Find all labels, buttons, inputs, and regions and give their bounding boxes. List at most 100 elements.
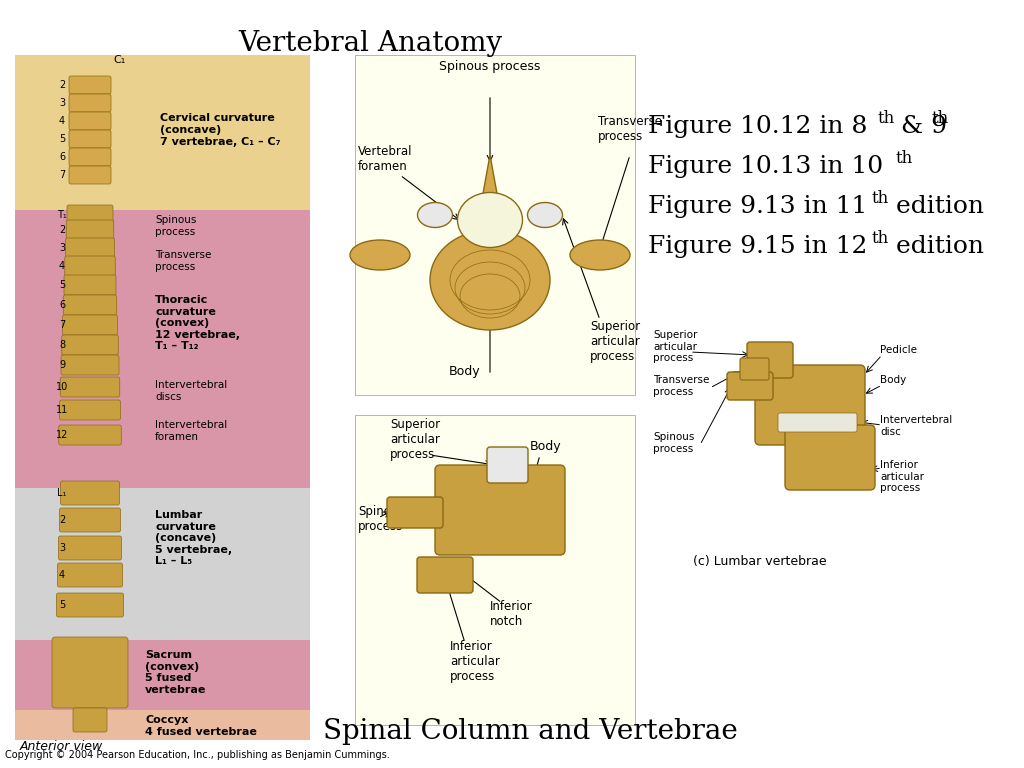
Text: Figure 10.12 in 8: Figure 10.12 in 8 xyxy=(648,115,867,138)
Text: Lumbar
curvature
(concave)
5 vertebrae,
L₁ – L₅: Lumbar curvature (concave) 5 vertebrae, … xyxy=(155,510,232,567)
Text: 5: 5 xyxy=(58,280,66,290)
Text: (c) Lumbar vertebrae: (c) Lumbar vertebrae xyxy=(693,555,826,568)
Text: L₁: L₁ xyxy=(57,488,67,498)
FancyBboxPatch shape xyxy=(67,205,113,225)
Ellipse shape xyxy=(527,203,562,227)
Polygon shape xyxy=(480,155,500,210)
Text: 2: 2 xyxy=(58,80,66,90)
Text: th: th xyxy=(878,110,895,127)
Ellipse shape xyxy=(435,560,465,580)
FancyBboxPatch shape xyxy=(69,76,111,94)
FancyBboxPatch shape xyxy=(417,557,473,593)
Ellipse shape xyxy=(418,203,453,227)
Text: 4: 4 xyxy=(59,261,66,271)
Text: Thoracic
curvature
(convex)
12 vertebrae,
T₁ – T₁₂: Thoracic curvature (convex) 12 vertebrae… xyxy=(155,295,240,352)
FancyBboxPatch shape xyxy=(52,637,128,708)
Text: Body: Body xyxy=(880,375,906,385)
FancyBboxPatch shape xyxy=(62,315,118,335)
Text: 7: 7 xyxy=(58,170,66,180)
Text: 2: 2 xyxy=(58,225,66,235)
FancyBboxPatch shape xyxy=(740,358,769,380)
Text: Coccyx
4 fused vertebrae: Coccyx 4 fused vertebrae xyxy=(145,715,257,737)
Text: 6: 6 xyxy=(59,300,66,310)
FancyBboxPatch shape xyxy=(58,425,121,445)
Text: Inferior
notch: Inferior notch xyxy=(490,600,532,628)
FancyBboxPatch shape xyxy=(69,112,111,130)
Text: Superior
articular
process: Superior articular process xyxy=(390,418,440,461)
FancyBboxPatch shape xyxy=(487,447,528,483)
Text: Body: Body xyxy=(530,440,561,453)
Text: 4: 4 xyxy=(59,116,66,126)
Text: Figure 10.13 in 10: Figure 10.13 in 10 xyxy=(648,155,883,178)
FancyBboxPatch shape xyxy=(785,425,874,490)
Text: Transverse
process: Transverse process xyxy=(653,375,710,396)
Text: Spinal Column and Vertebrae: Spinal Column and Vertebrae xyxy=(323,718,737,745)
Text: th: th xyxy=(872,230,889,247)
Text: Spinous
process: Spinous process xyxy=(155,215,197,237)
Bar xyxy=(15,640,310,710)
Text: Intervertebral
disc: Intervertebral disc xyxy=(880,415,952,436)
Text: Body: Body xyxy=(450,365,481,378)
FancyBboxPatch shape xyxy=(69,148,111,166)
Text: Anterior view: Anterior view xyxy=(20,740,103,753)
Text: Superior
articular
process: Superior articular process xyxy=(590,320,640,363)
Bar xyxy=(355,55,635,395)
FancyBboxPatch shape xyxy=(435,465,565,555)
FancyBboxPatch shape xyxy=(755,365,865,445)
FancyBboxPatch shape xyxy=(57,563,123,587)
Text: Inferior
articular
process: Inferior articular process xyxy=(880,460,924,493)
FancyBboxPatch shape xyxy=(65,256,116,276)
Bar xyxy=(355,415,635,725)
Text: 8: 8 xyxy=(59,340,66,350)
Text: 3: 3 xyxy=(59,243,66,253)
Text: 5: 5 xyxy=(58,600,66,610)
Text: Transverse
process: Transverse process xyxy=(155,250,211,272)
FancyBboxPatch shape xyxy=(61,335,118,355)
Text: Intervertebral
foramen: Intervertebral foramen xyxy=(155,420,227,442)
FancyBboxPatch shape xyxy=(63,295,117,315)
Text: 9: 9 xyxy=(59,360,66,370)
FancyBboxPatch shape xyxy=(746,342,793,378)
Text: Figure 9.13 in 11: Figure 9.13 in 11 xyxy=(648,195,867,218)
Text: Inferior
articular
process: Inferior articular process xyxy=(450,640,500,683)
FancyBboxPatch shape xyxy=(66,238,115,258)
FancyBboxPatch shape xyxy=(73,708,106,732)
FancyBboxPatch shape xyxy=(56,593,124,617)
Ellipse shape xyxy=(458,193,522,247)
Text: th: th xyxy=(872,190,889,207)
FancyBboxPatch shape xyxy=(59,400,121,420)
FancyBboxPatch shape xyxy=(60,377,120,397)
Text: Spinous process: Spinous process xyxy=(439,60,541,73)
Text: Sacrum
(convex)
5 fused
vertebrae: Sacrum (convex) 5 fused vertebrae xyxy=(145,650,207,695)
FancyBboxPatch shape xyxy=(69,94,111,112)
Text: Spinous
process: Spinous process xyxy=(653,432,694,454)
Text: 5: 5 xyxy=(58,134,66,144)
FancyBboxPatch shape xyxy=(61,355,119,375)
Text: C₁: C₁ xyxy=(114,55,126,65)
Text: Transverse
process: Transverse process xyxy=(598,115,662,143)
Text: 10: 10 xyxy=(56,382,69,392)
Text: Cervical curvature
(concave)
7 vertebrae, C₁ – C₇: Cervical curvature (concave) 7 vertebrae… xyxy=(160,114,281,147)
FancyBboxPatch shape xyxy=(69,166,111,184)
Text: & 9: & 9 xyxy=(893,115,947,138)
Bar xyxy=(15,488,310,640)
Bar xyxy=(15,710,310,740)
FancyBboxPatch shape xyxy=(387,497,443,528)
Text: 7: 7 xyxy=(58,320,66,330)
Text: 11: 11 xyxy=(56,405,69,415)
Bar xyxy=(15,210,310,488)
Text: Vertebral
foramen: Vertebral foramen xyxy=(358,145,413,173)
Ellipse shape xyxy=(350,240,410,270)
Text: 12: 12 xyxy=(56,430,69,440)
Text: edition: edition xyxy=(888,235,984,258)
Ellipse shape xyxy=(430,230,550,330)
Text: 6: 6 xyxy=(59,152,66,162)
Text: 3: 3 xyxy=(59,98,66,108)
Text: T₁: T₁ xyxy=(57,210,67,220)
FancyBboxPatch shape xyxy=(59,508,121,532)
Text: Spinous
process: Spinous process xyxy=(358,505,404,533)
Text: Intervertebral
discs: Intervertebral discs xyxy=(155,380,227,402)
Text: Vertebral Anatomy: Vertebral Anatomy xyxy=(238,30,502,57)
Text: 3: 3 xyxy=(59,543,66,553)
FancyBboxPatch shape xyxy=(63,275,116,295)
